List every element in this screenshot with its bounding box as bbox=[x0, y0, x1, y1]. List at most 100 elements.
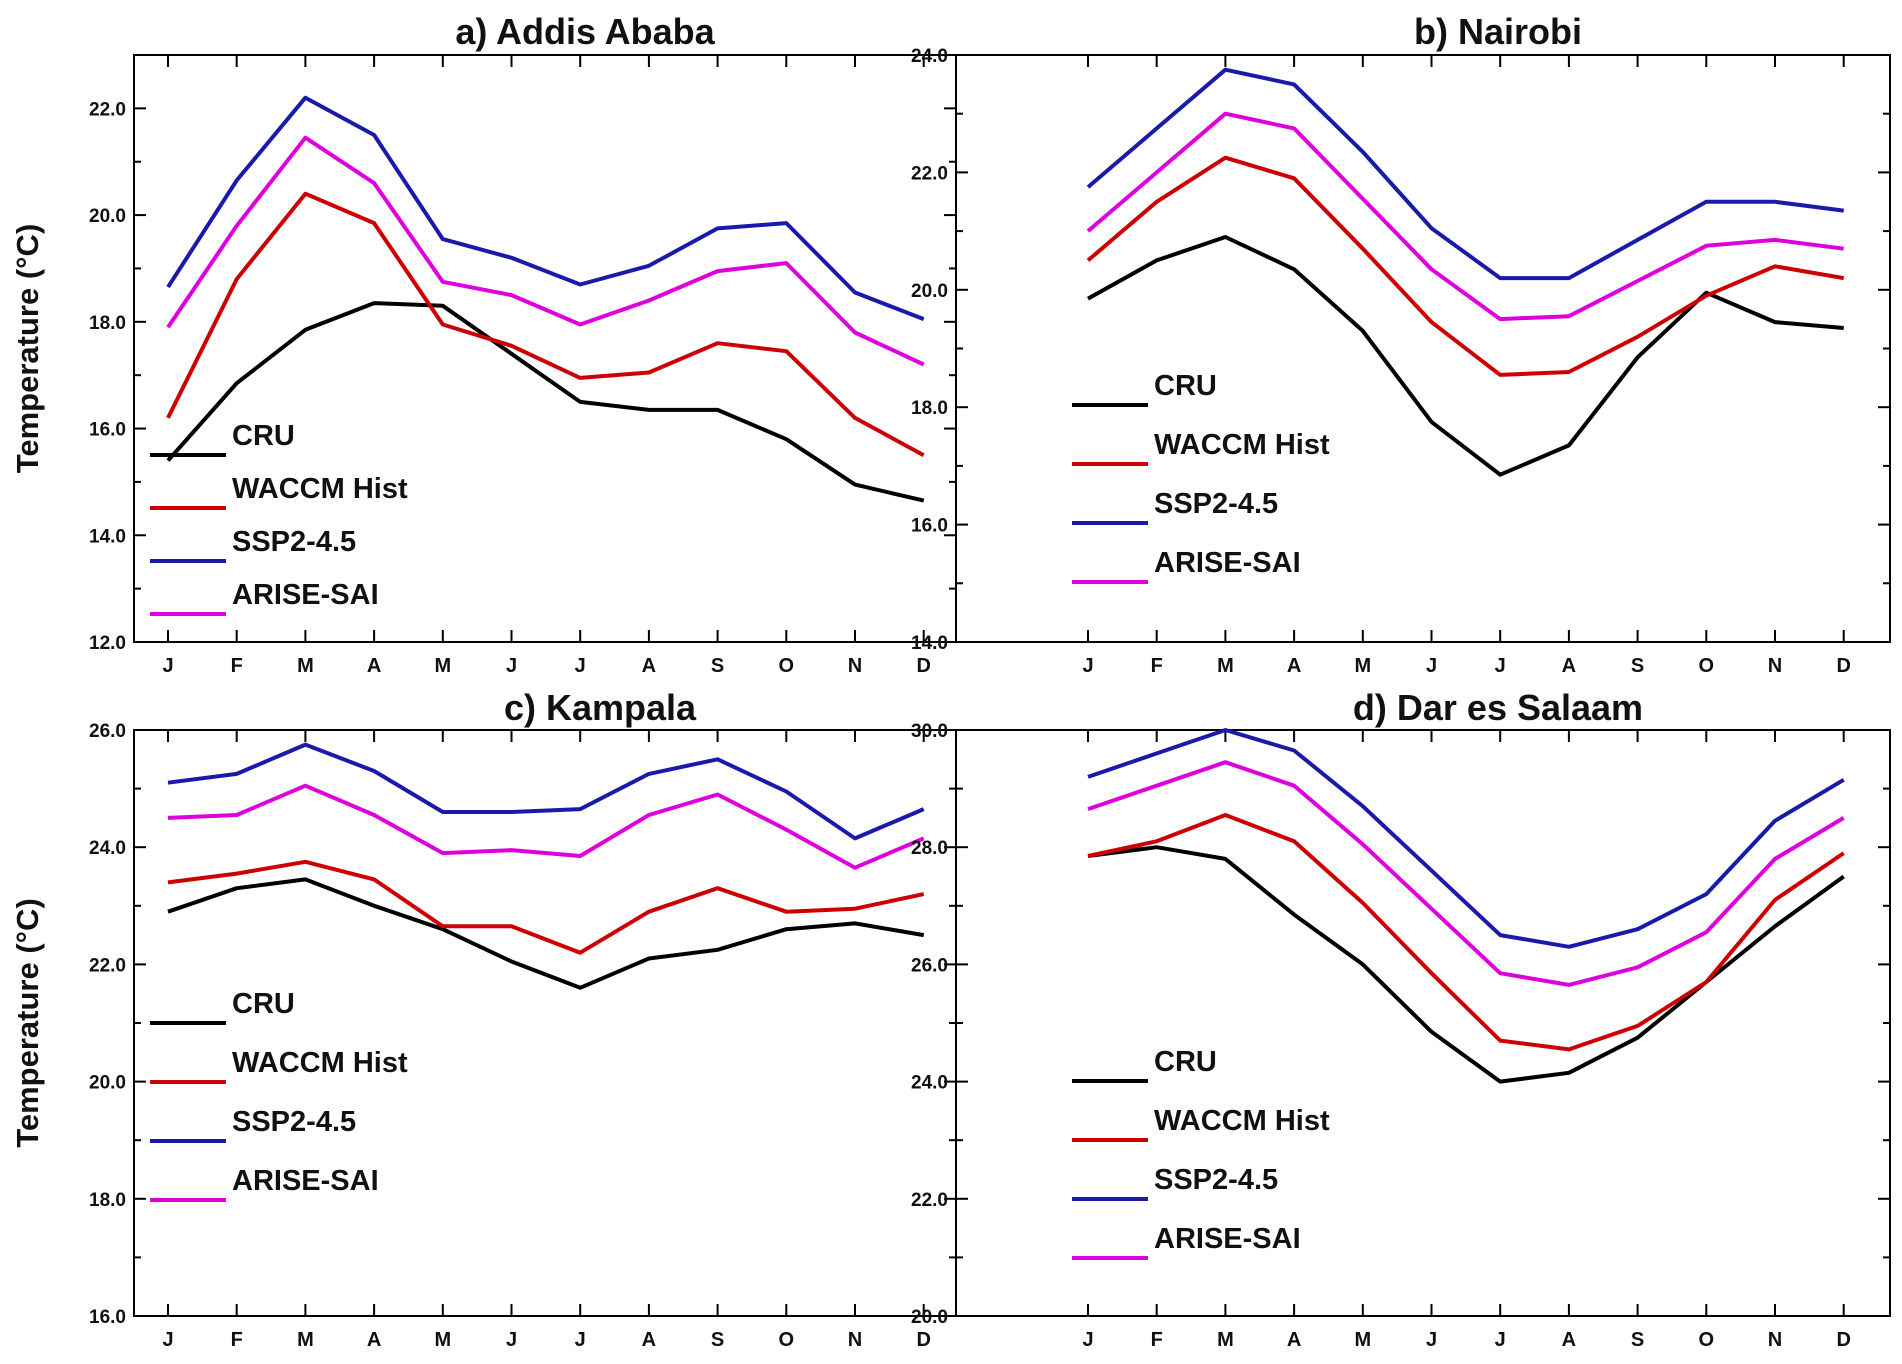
x-tick-label: D bbox=[916, 1329, 930, 1351]
plot-frame bbox=[955, 54, 1891, 643]
y-tick-label: 24.0 bbox=[89, 838, 126, 859]
x-tick-label: O bbox=[779, 1329, 795, 1351]
series-line-waccm-hist bbox=[166, 191, 925, 457]
x-tick-label: J bbox=[1495, 1329, 1506, 1351]
series-line-arise-sai bbox=[1087, 760, 1845, 987]
x-tick-label: M bbox=[297, 1329, 314, 1351]
series-line-arise-sai bbox=[166, 135, 925, 367]
y-tick-label: 22.0 bbox=[89, 955, 126, 976]
x-tick-label: A bbox=[1287, 655, 1301, 677]
y-tick-label: 16.0 bbox=[89, 1307, 126, 1328]
x-tick-label: M bbox=[434, 1329, 451, 1351]
y-tick-label: 24.0 bbox=[911, 46, 948, 67]
x-tick-label: A bbox=[642, 1329, 656, 1351]
legend-label: CRU bbox=[232, 420, 295, 452]
plot-frame bbox=[133, 729, 957, 1317]
x-tick-label: N bbox=[848, 1329, 862, 1351]
series-line-cru bbox=[1087, 845, 1845, 1084]
x-tick-label: O bbox=[1699, 1329, 1715, 1351]
y-axis-label: Temperature (°C) bbox=[10, 224, 45, 474]
legend-label: WACCM Hist bbox=[232, 473, 408, 505]
y-tick-label: 26.0 bbox=[911, 955, 948, 976]
x-tick-label: J bbox=[162, 1329, 173, 1351]
legend-label: WACCM Hist bbox=[1154, 429, 1330, 461]
x-tick-label: S bbox=[711, 655, 724, 677]
chart-title: d) Dar es Salaam bbox=[1353, 687, 1643, 728]
x-tick-label: M bbox=[1354, 655, 1371, 677]
x-tick-label: A bbox=[1562, 655, 1576, 677]
series-line-ssp2-4-5 bbox=[1087, 728, 1845, 949]
x-tick-label: D bbox=[1836, 655, 1850, 677]
y-tick-label: 14.0 bbox=[89, 526, 126, 547]
panel-3: 16.0 18.0 20.0 22.0 24.0 26.0 J F M A M J J A S O N D CRU W… bbox=[10, 687, 957, 1351]
y-tick-label: 18.0 bbox=[911, 398, 948, 419]
x-tick-label: A bbox=[1287, 1329, 1301, 1351]
x-tick-label: N bbox=[1768, 1329, 1782, 1351]
y-tick-label: 16.0 bbox=[911, 516, 948, 537]
x-tick-label: N bbox=[1768, 655, 1782, 677]
x-tick-label: D bbox=[1836, 1329, 1850, 1351]
legend-label: WACCM Hist bbox=[1154, 1105, 1330, 1137]
x-tick-label: F bbox=[1151, 655, 1163, 677]
x-tick-label: M bbox=[434, 655, 451, 677]
panel-2: 14.0 16.0 18.0 20.0 22.0 24.0 J F M A M J J A S O N D CRU W… bbox=[911, 11, 1891, 677]
series-line-arise-sai bbox=[167, 783, 925, 870]
chart-title: a) Addis Ababa bbox=[455, 11, 715, 52]
x-tick-label: J bbox=[1426, 1329, 1437, 1351]
y-tick-label: 12.0 bbox=[89, 633, 126, 654]
legend-label: CRU bbox=[232, 988, 295, 1020]
y-tick-label: 16.0 bbox=[89, 420, 126, 441]
legend-label: CRU bbox=[1154, 370, 1217, 402]
series-line-cru bbox=[166, 301, 925, 503]
legend-label: WACCM Hist bbox=[232, 1047, 408, 1079]
x-tick-label: O bbox=[1699, 655, 1715, 677]
x-tick-label: J bbox=[1426, 655, 1437, 677]
y-axis-label: Temperature (°C) bbox=[10, 898, 45, 1148]
panel-4: 20.0 22.0 24.0 26.0 28.0 30.0 J F M A M J J A S O N D CRU W… bbox=[911, 687, 1891, 1351]
x-tick-label: M bbox=[1354, 1329, 1371, 1351]
x-tick-label: N bbox=[848, 655, 862, 677]
x-tick-label: M bbox=[1217, 1329, 1234, 1351]
x-tick-label: A bbox=[367, 655, 381, 677]
x-tick-label: M bbox=[297, 655, 314, 677]
y-tick-label: 20.0 bbox=[89, 1073, 126, 1094]
legend-label: SSP2-4.5 bbox=[1154, 1164, 1278, 1196]
y-tick-label: 30.0 bbox=[911, 721, 948, 742]
legend-label: SSP2-4.5 bbox=[232, 1106, 356, 1138]
y-tick-label: 20.0 bbox=[89, 206, 126, 227]
panel-1: 12.0 14.0 16.0 18.0 20.0 22.0 J F M A M J J A S O N D CRU W… bbox=[10, 11, 957, 677]
chart-title: b) Nairobi bbox=[1414, 11, 1582, 52]
x-tick-label: D bbox=[916, 655, 930, 677]
legend-label: ARISE-SAI bbox=[1154, 547, 1301, 579]
series-line-cru bbox=[167, 877, 925, 990]
x-tick-label: F bbox=[231, 1329, 243, 1351]
y-tick-label: 22.0 bbox=[89, 99, 126, 120]
x-tick-label: S bbox=[1631, 1329, 1644, 1351]
x-tick-label: A bbox=[1562, 1329, 1576, 1351]
x-tick-label: A bbox=[367, 1329, 381, 1351]
x-tick-label: J bbox=[575, 1329, 586, 1351]
y-tick-label: 14.0 bbox=[911, 633, 948, 654]
legend-label: ARISE-SAI bbox=[1154, 1223, 1301, 1255]
x-tick-label: J bbox=[506, 655, 517, 677]
chart-title: c) Kampala bbox=[504, 687, 697, 728]
x-tick-label: J bbox=[1082, 1329, 1093, 1351]
series-line-ssp2-4-5 bbox=[167, 742, 925, 841]
x-tick-label: J bbox=[1082, 655, 1093, 677]
y-tick-label: 22.0 bbox=[911, 163, 948, 184]
legend-label: ARISE-SAI bbox=[232, 579, 379, 611]
y-tick-label: 26.0 bbox=[89, 721, 126, 742]
x-tick-label: J bbox=[575, 655, 586, 677]
x-tick-label: J bbox=[506, 1329, 517, 1351]
series-line-waccm-hist bbox=[167, 859, 925, 955]
y-tick-label: 20.0 bbox=[911, 1307, 948, 1328]
series-line-cru bbox=[1087, 235, 1844, 477]
x-tick-label: M bbox=[1217, 655, 1234, 677]
y-tick-label: 22.0 bbox=[911, 1190, 948, 1211]
y-tick-label: 18.0 bbox=[89, 1190, 126, 1211]
y-tick-label: 18.0 bbox=[89, 313, 126, 334]
legend-label: SSP2-4.5 bbox=[1154, 488, 1278, 520]
y-tick-label: 20.0 bbox=[911, 281, 948, 302]
x-tick-label: J bbox=[162, 655, 173, 677]
